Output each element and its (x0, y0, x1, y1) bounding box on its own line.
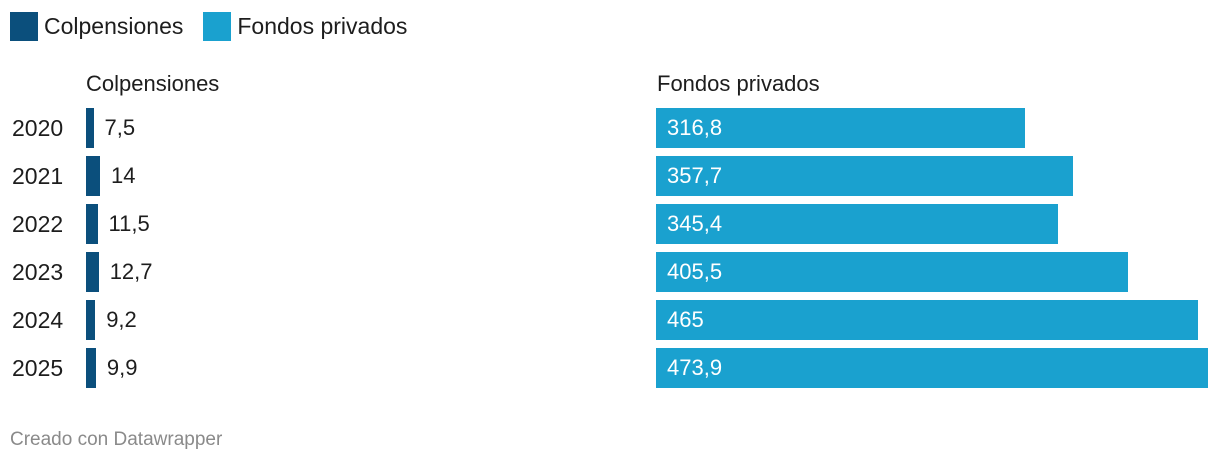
value-label-fondos-privados-2020: 316,8 (667, 115, 723, 140)
year-label-2022: 2022 (12, 211, 64, 237)
credit-text: Creado con Datawrapper (10, 429, 223, 450)
panel-title-fondos-privados: Fondos privados (657, 71, 820, 96)
value-label-colpensiones-2021: 14 (111, 163, 136, 188)
value-label-fondos-privados-2022: 345,4 (667, 211, 723, 236)
bar-colpensiones-2021 (86, 156, 100, 196)
legend-swatch-colpensiones (10, 12, 38, 41)
bar-colpensiones-2022 (86, 204, 98, 244)
year-label-2021: 2021 (12, 163, 64, 189)
bar-fondos-privados-2023 (656, 252, 1129, 292)
bar-fondos-privados-2022 (656, 204, 1059, 244)
value-label-colpensiones-2023: 12,7 (109, 259, 153, 284)
bar-fondos-privados-2025 (656, 348, 1208, 388)
value-label-colpensiones-2020: 7,5 (104, 115, 136, 140)
value-label-fondos-privados-2024: 465 (667, 307, 704, 332)
legend-item-colpensiones: Colpensiones (10, 12, 183, 41)
value-label-fondos-privados-2021: 357,7 (667, 163, 723, 188)
value-label-colpensiones-2025: 9,9 (106, 355, 138, 380)
legend: Colpensiones Fondos privados (10, 12, 427, 41)
value-label-fondos-privados-2025: 473,9 (667, 355, 723, 380)
bar-colpensiones-2025 (86, 348, 96, 388)
value-label-colpensiones-2024: 9,2 (106, 307, 137, 332)
bar-fondos-privados-2020 (656, 108, 1025, 148)
legend-label-fondos-privados: Fondos privados (237, 13, 408, 39)
year-label-2023: 2023 (12, 259, 64, 285)
bar-fondos-privados-2024 (656, 300, 1198, 340)
bar-colpensiones-2020 (86, 108, 94, 148)
bar-colpensiones-2023 (86, 252, 99, 292)
bar-colpensiones-2024 (86, 300, 96, 340)
value-label-colpensiones-2022: 11,5 (108, 211, 150, 236)
bar-fondos-privados-2021 (656, 156, 1073, 196)
legend-item-fondos-privados: Fondos privados (203, 12, 407, 41)
year-label-2025: 2025 (12, 355, 64, 381)
year-label-2020: 2020 (12, 115, 64, 141)
panel-title-colpensiones: Colpensiones (86, 71, 220, 96)
value-label-fondos-privados-2023: 405,5 (667, 259, 723, 284)
year-label-2024: 2024 (12, 307, 64, 333)
legend-swatch-fondos-privados (203, 12, 232, 41)
legend-label-colpensiones: Colpensiones (44, 13, 184, 39)
